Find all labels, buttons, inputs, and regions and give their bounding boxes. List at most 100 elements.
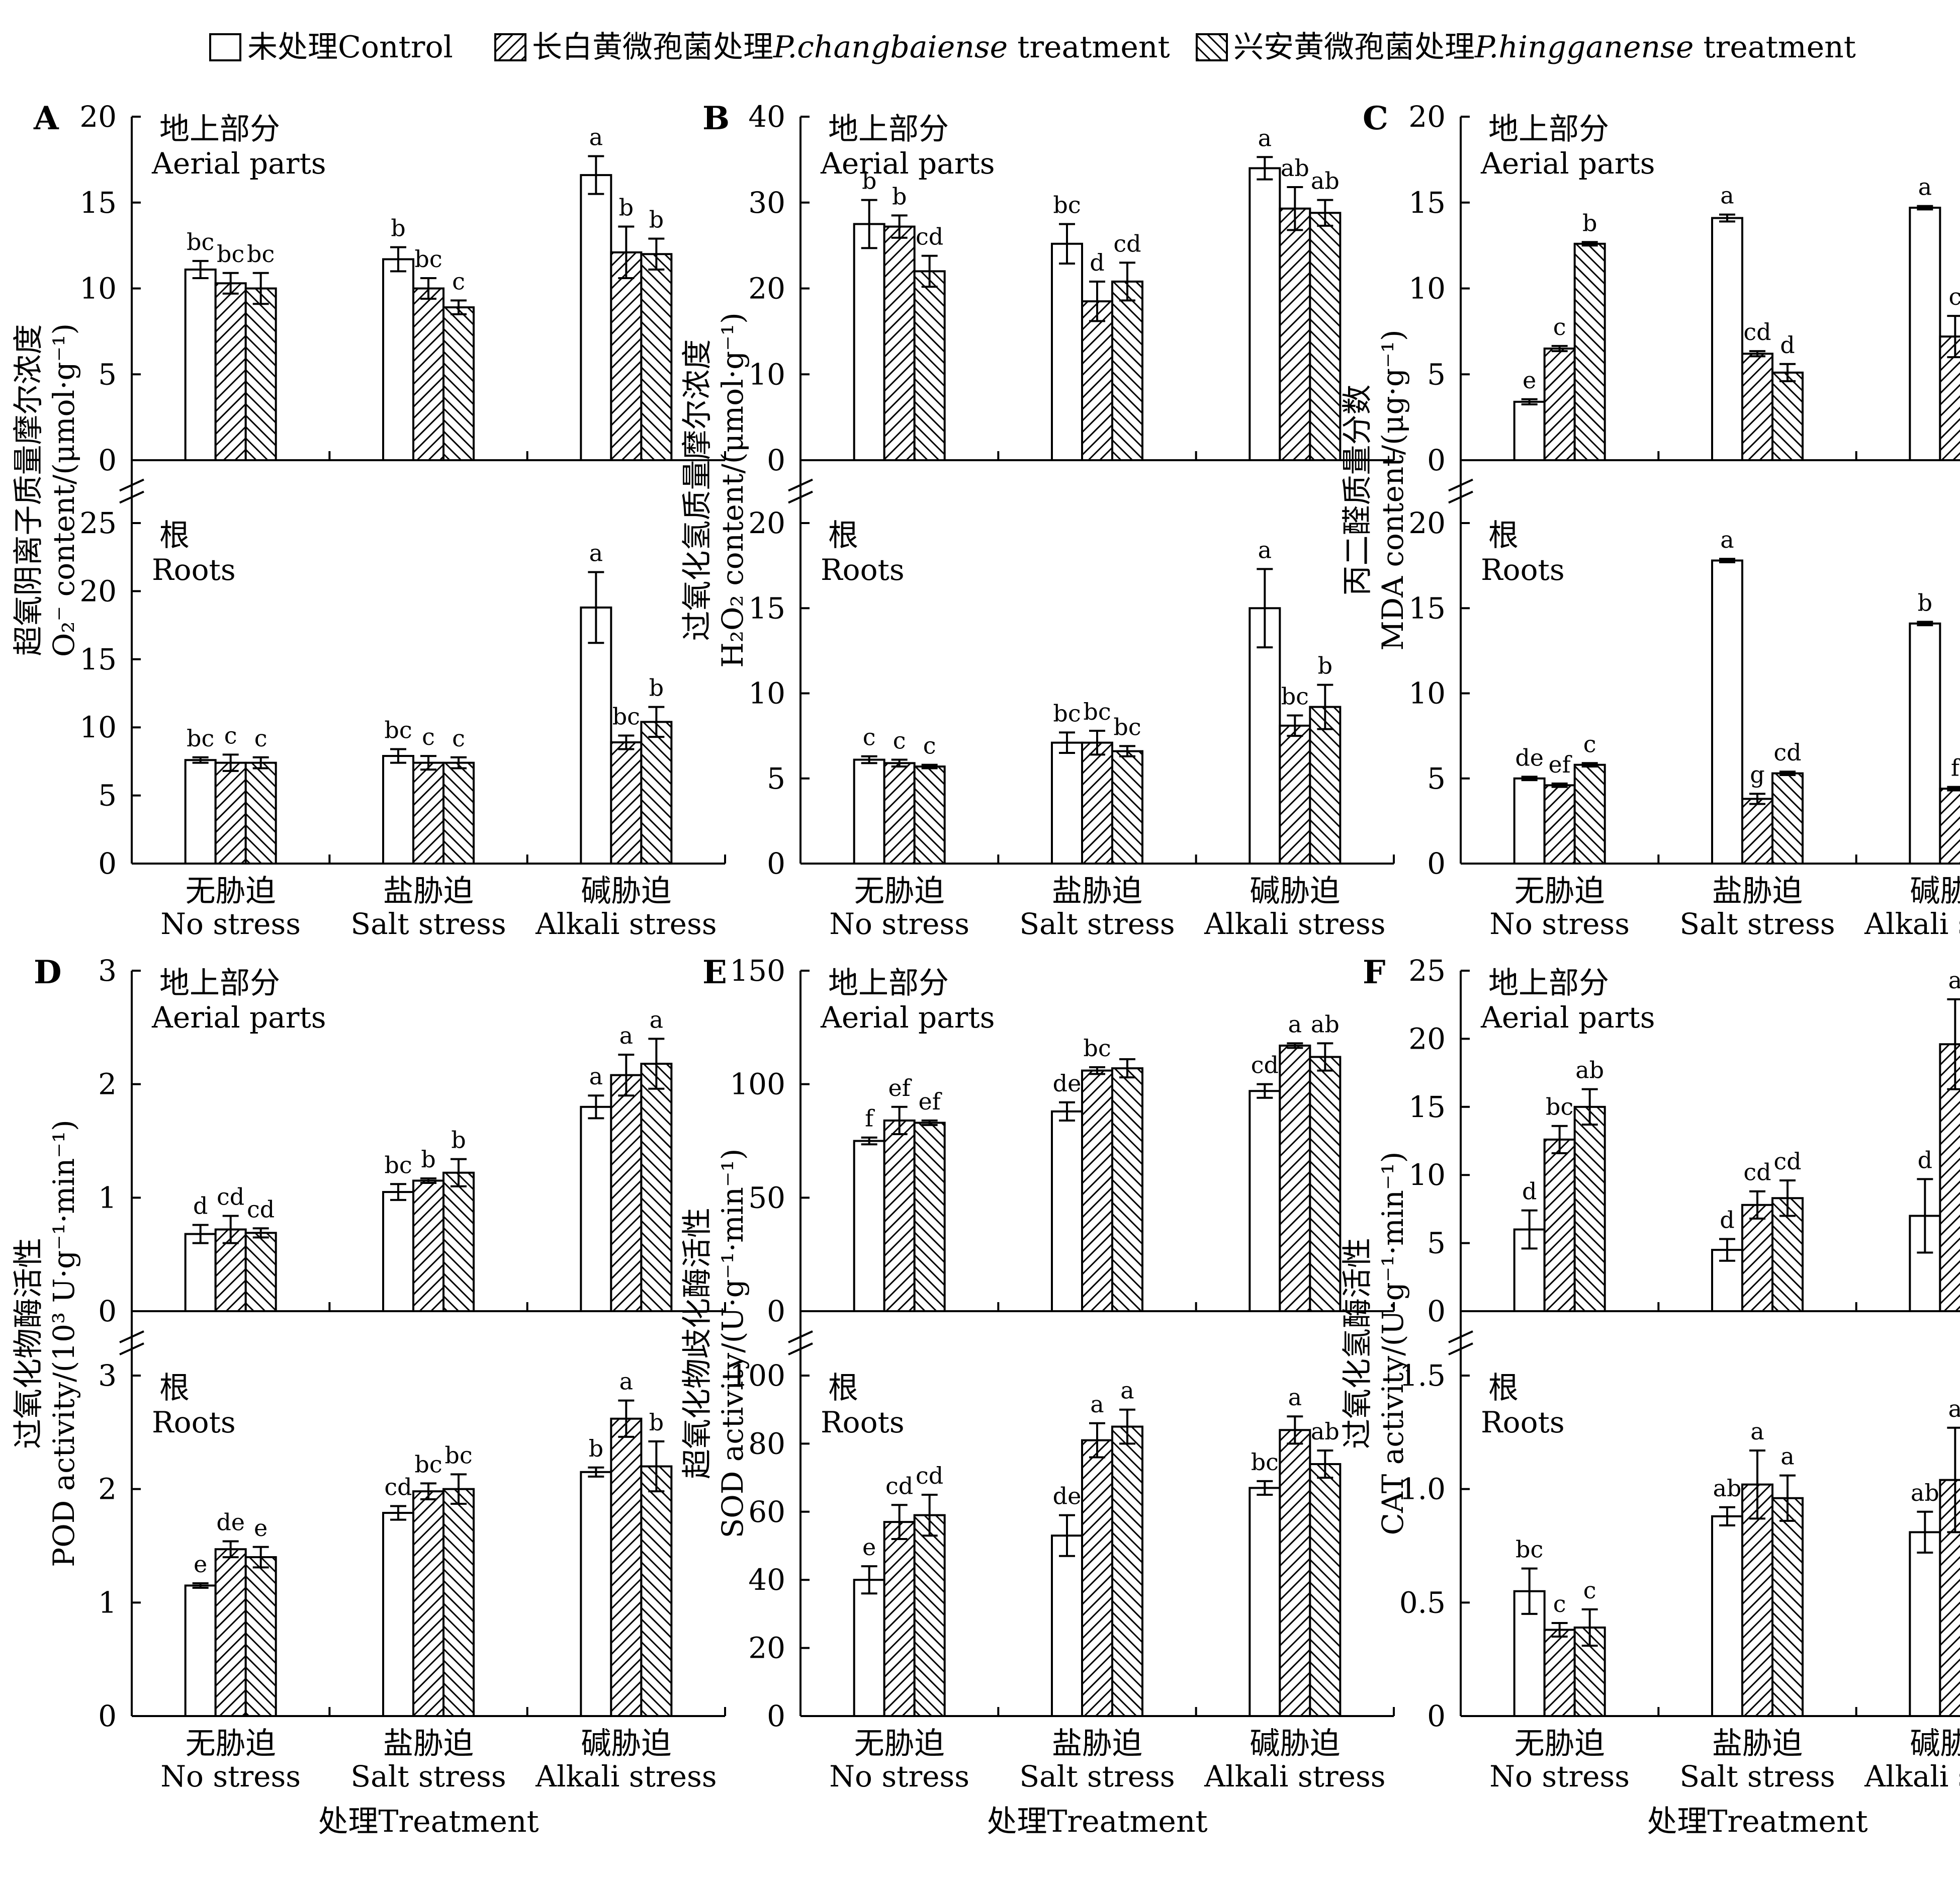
category-label-cn: 碱胁迫 — [1910, 1726, 1960, 1761]
aerial-label-cn: 地上部分 — [1488, 112, 1609, 147]
category-label-cn: 无胁迫 — [854, 874, 945, 909]
y-tick-label: 100 — [730, 1358, 785, 1393]
category-label-cn: 盐胁迫 — [1052, 874, 1142, 909]
bar — [1939, 335, 1960, 461]
roots-label-en: Roots — [1481, 553, 1565, 587]
roots-label-en: Roots — [152, 553, 236, 587]
category-label-en: Salt stress — [1679, 1759, 1835, 1794]
category-label-en: Salt stress — [1679, 907, 1835, 941]
category-label-cn: 碱胁迫 — [1250, 874, 1340, 909]
y-tick-label: 0 — [1427, 1699, 1446, 1733]
bar — [1111, 1067, 1143, 1312]
roots-label-cn: 根 — [828, 1371, 858, 1406]
significance-letter: b — [649, 206, 664, 233]
x-axis-title: 处理Treatment — [318, 1804, 539, 1839]
significance-letter: a — [1258, 124, 1272, 151]
bar — [1939, 1479, 1960, 1717]
category-label-cn: 无胁迫 — [186, 1726, 276, 1761]
bar — [382, 1191, 414, 1313]
y-tick-label: 5 — [1427, 1226, 1446, 1260]
category-label-en: Salt stress — [350, 1759, 506, 1794]
subplot-roots: 00.51.01.5根Rootsbcccabaaabaa — [1399, 1358, 1960, 1733]
legend-swatch-control — [209, 33, 241, 61]
y-tick-label: 5 — [98, 779, 117, 813]
axis-break-mark — [1448, 490, 1473, 504]
panel-letter: B — [702, 100, 730, 137]
significance-letter: c — [863, 724, 876, 751]
bar — [214, 1548, 247, 1718]
y-tick-label: 0 — [1427, 1294, 1446, 1328]
significance-letter: ef — [919, 1088, 942, 1115]
bar — [610, 251, 643, 461]
category-label-cn: 无胁迫 — [186, 874, 276, 909]
bar — [382, 258, 414, 461]
bar — [1279, 1429, 1311, 1718]
significance-letter: bc — [444, 1441, 472, 1469]
bar — [640, 721, 673, 865]
roots-label-cn: 根 — [1488, 1371, 1519, 1406]
significance-letter: bc — [247, 240, 275, 268]
significance-letter: ab — [1911, 1479, 1939, 1506]
y-tick-label: 0 — [98, 846, 117, 881]
bar — [1573, 242, 1606, 461]
category-label-en: Alkali stress — [535, 907, 717, 941]
y-axis-title-cn: 丙二醛质量分数 — [1340, 385, 1375, 596]
bar — [1741, 1483, 1773, 1717]
significance-letter: a — [650, 1006, 663, 1033]
y-tick-label: 10 — [748, 676, 785, 711]
bar — [412, 1179, 444, 1313]
y-tick-label: 60 — [748, 1495, 785, 1529]
bar — [1081, 1069, 1113, 1312]
significance-letter: a — [1120, 1377, 1134, 1404]
x-axis-title: 处理Treatment — [987, 1804, 1207, 1839]
y-tick-label: 100 — [730, 1067, 785, 1101]
category-label-en: Alkali stress — [1864, 907, 1960, 941]
bar — [1711, 1515, 1743, 1717]
significance-letter: bc — [612, 703, 640, 730]
y-tick-label: 20 — [79, 574, 117, 608]
axis-break-mark — [788, 1330, 813, 1343]
significance-letter: bc — [187, 725, 214, 752]
bar — [1111, 750, 1143, 865]
y-axis-title-cn: 超氧阴离子质量摩尔浓度 — [11, 324, 46, 656]
y-axis-title-cn: 过氧化氢质量摩尔浓度 — [680, 339, 715, 641]
significance-letter: a — [1090, 1391, 1104, 1418]
bar — [1711, 217, 1743, 461]
y-tick-label: 10 — [1408, 272, 1446, 306]
category-label-cn: 无胁迫 — [854, 1726, 945, 1761]
category-label-cn: 碱胁迫 — [1250, 1726, 1340, 1761]
significance-letter: bc — [1083, 1035, 1111, 1062]
bar — [382, 755, 414, 865]
bar — [913, 1514, 946, 1718]
y-tick-label: 0 — [767, 1294, 785, 1328]
significance-letter: cd — [916, 223, 943, 250]
significance-letter: bc — [384, 717, 412, 744]
y-tick-label: 1 — [98, 1180, 117, 1215]
y-tick-label: 30 — [748, 186, 785, 220]
significance-letter: de — [216, 1508, 245, 1535]
bar — [1081, 300, 1113, 461]
y-tick-label: 10 — [748, 357, 785, 391]
significance-letter: ab — [1281, 154, 1309, 182]
y-axis-title-en: POD activity/(10³ U·g⁻¹·min⁻¹) — [47, 1120, 81, 1567]
roots-label-cn: 根 — [159, 1371, 190, 1406]
significance-letter: a — [1948, 967, 1960, 994]
significance-letter: d — [1918, 1146, 1932, 1173]
significance-letter: bc — [1053, 191, 1081, 218]
significance-letter: b — [451, 1127, 466, 1154]
y-tick-label: 0 — [767, 846, 785, 881]
significance-letter: a — [1720, 182, 1734, 209]
significance-letter: b — [391, 215, 405, 242]
aerial-label-en: Aerial parts — [820, 1000, 995, 1035]
significance-letter: bc — [1546, 1093, 1573, 1121]
bar — [244, 1556, 277, 1717]
bar — [442, 1171, 475, 1313]
y-tick-label: 150 — [730, 954, 785, 988]
